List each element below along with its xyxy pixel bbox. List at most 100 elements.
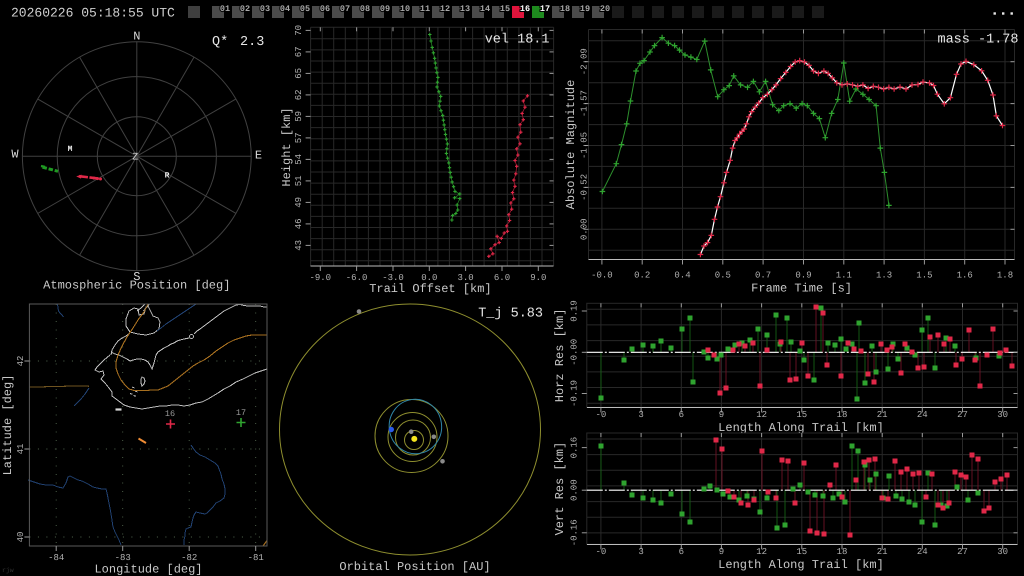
svg-text:09: 09 <box>380 4 390 14</box>
svg-text:05: 05 <box>300 4 310 14</box>
svg-text:70: 70 <box>294 25 304 36</box>
svg-text:mass -1.78: mass -1.78 <box>937 33 1018 48</box>
svg-text:-1.05: -1.05 <box>580 132 590 159</box>
svg-text:3: 3 <box>638 547 643 557</box>
svg-text:01: 01 <box>220 4 230 14</box>
svg-text:16: 16 <box>165 409 175 419</box>
svg-text:0.0: 0.0 <box>421 273 437 283</box>
svg-text:-81: -81 <box>248 553 264 563</box>
svg-text:12: 12 <box>756 547 767 557</box>
svg-text:24: 24 <box>917 547 928 557</box>
svg-text:18: 18 <box>560 4 570 14</box>
svg-text:-0.52: -0.52 <box>580 174 590 201</box>
svg-text:10: 10 <box>400 4 410 14</box>
svg-text:16: 16 <box>520 4 530 14</box>
svg-text:15: 15 <box>796 410 807 420</box>
svg-text:14: 14 <box>480 4 490 14</box>
svg-text:Latitude [deg]: Latitude [deg] <box>1 375 15 476</box>
svg-text:18: 18 <box>837 410 848 420</box>
svg-text:Vert Res [km]: Vert Res [km] <box>553 442 567 536</box>
svg-text:-0.0: -0.0 <box>591 271 613 281</box>
svg-text:1.3: 1.3 <box>876 271 892 281</box>
svg-text:-2.09: -2.09 <box>580 48 590 75</box>
svg-text:-83: -83 <box>115 553 131 563</box>
svg-text:Atmospheric Position [deg]: Atmospheric Position [deg] <box>43 279 230 293</box>
svg-text:Z: Z <box>132 153 138 164</box>
svg-text:15: 15 <box>500 4 510 14</box>
svg-text:65: 65 <box>294 68 304 79</box>
svg-text:S: S <box>133 270 140 284</box>
svg-text:6: 6 <box>679 547 684 557</box>
svg-text:57: 57 <box>294 132 304 143</box>
svg-text:46: 46 <box>294 218 304 229</box>
svg-text:3.0: 3.0 <box>457 273 473 283</box>
svg-text:Longitude [deg]: Longitude [deg] <box>94 563 202 576</box>
svg-text:30: 30 <box>997 547 1008 557</box>
svg-text:17: 17 <box>236 408 246 418</box>
svg-text:0.7: 0.7 <box>755 271 771 281</box>
svg-text:3: 3 <box>638 410 643 420</box>
svg-text:0.4: 0.4 <box>674 271 690 281</box>
svg-text:M: M <box>68 145 73 154</box>
svg-text:-6.0: -6.0 <box>346 273 368 283</box>
svg-text:0.19: 0.19 <box>570 300 580 322</box>
svg-text:24: 24 <box>917 410 928 420</box>
svg-text:W: W <box>11 148 19 162</box>
svg-text:03: 03 <box>260 4 270 14</box>
svg-text:Horz Res [km]: Horz Res [km] <box>553 309 567 403</box>
svg-text:9: 9 <box>719 547 724 557</box>
svg-text:-9.0: -9.0 <box>309 273 331 283</box>
svg-text:54: 54 <box>294 154 304 165</box>
svg-text:42: 42 <box>16 356 26 367</box>
svg-text:T_j 5.83: T_j 5.83 <box>478 307 543 322</box>
svg-text:40: 40 <box>16 532 26 543</box>
svg-text:59: 59 <box>294 111 304 122</box>
svg-text:-84: -84 <box>48 553 64 563</box>
svg-text:0.2: 0.2 <box>634 271 650 281</box>
svg-text:-0.19: -0.19 <box>570 380 580 407</box>
svg-text:07: 07 <box>340 4 350 14</box>
svg-text:Length Along Trail [km]: Length Along Trail [km] <box>718 421 884 435</box>
svg-text:0.9: 0.9 <box>795 271 811 281</box>
svg-text:-3.0: -3.0 <box>382 273 404 283</box>
svg-text:Frame Time [s]: Frame Time [s] <box>751 282 852 296</box>
svg-text:N: N <box>133 30 140 44</box>
svg-text:vel 18.1: vel 18.1 <box>485 33 550 48</box>
svg-text:-0: -0 <box>595 410 606 420</box>
svg-text:1.6: 1.6 <box>957 271 973 281</box>
svg-text:27: 27 <box>957 547 968 557</box>
svg-text:2.3: 2.3 <box>240 35 264 50</box>
svg-text:Trail Offset [km]: Trail Offset [km] <box>369 282 491 296</box>
svg-text:17: 17 <box>540 4 550 14</box>
svg-text:6: 6 <box>679 410 684 420</box>
svg-text:19: 19 <box>580 4 590 14</box>
svg-text:-0: -0 <box>595 547 606 557</box>
svg-text:27: 27 <box>957 410 968 420</box>
svg-text:-0.00: -0.00 <box>570 339 580 366</box>
svg-text:12: 12 <box>756 410 767 420</box>
svg-text:41: 41 <box>16 444 26 455</box>
svg-text:1.5: 1.5 <box>916 271 932 281</box>
svg-text:20260226 05:18:55 UTC: 20260226 05:18:55 UTC <box>11 6 175 21</box>
svg-text:9: 9 <box>719 410 724 420</box>
svg-text:43: 43 <box>294 240 304 251</box>
svg-text:-1.57: -1.57 <box>580 90 590 117</box>
svg-text:Q*: Q* <box>212 35 228 50</box>
svg-text:R: R <box>165 172 170 181</box>
svg-text:-0.16: -0.16 <box>570 519 580 546</box>
svg-text:0.5: 0.5 <box>715 271 731 281</box>
svg-text:1.1: 1.1 <box>836 271 852 281</box>
svg-text:Absolute Magnitude: Absolute Magnitude <box>564 80 578 210</box>
svg-text:30: 30 <box>997 410 1008 420</box>
svg-text:0.00: 0.00 <box>570 479 580 501</box>
svg-text:13: 13 <box>460 4 470 14</box>
svg-text:08: 08 <box>360 4 370 14</box>
svg-text:1.8: 1.8 <box>997 271 1013 281</box>
svg-text:20: 20 <box>600 4 610 14</box>
svg-text:21: 21 <box>877 410 888 420</box>
svg-text:12: 12 <box>440 4 450 14</box>
svg-text:21: 21 <box>877 547 888 557</box>
svg-text:rjw: rjw <box>2 567 14 574</box>
svg-text:Height [km]: Height [km] <box>280 107 294 186</box>
svg-text:E: E <box>255 149 262 163</box>
